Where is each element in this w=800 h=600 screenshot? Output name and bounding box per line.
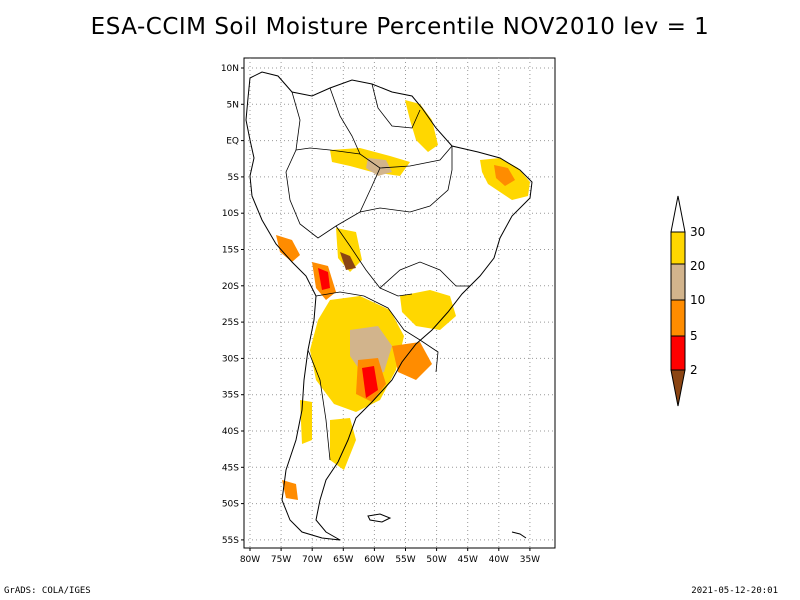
lat-tick-label: 55S [222,536,239,546]
page-title: ESA-CCIM Soil Moisture Percentile NOV201… [90,14,710,40]
lat-tick-label: 15S [222,246,239,256]
lon-tick-label: 70W [302,555,322,565]
lat-tick-label: 5S [228,173,240,183]
shade-chile-south [300,400,312,444]
lat-tick-label: 50S [222,500,239,510]
lon-tick-label: 50W [426,555,446,565]
continent-outline [245,71,533,541]
lon-tick-label: 65W [333,555,353,565]
soil-moisture-shading [276,100,530,500]
lon-tick-label: 75W [271,555,291,565]
shade-tierra [282,480,298,500]
lat-tick-label: 45S [222,463,239,473]
shade-bolivia [336,228,362,272]
legend-label-2: 2 [690,363,698,377]
shade-uruguay [392,342,432,380]
shade-patagonia [330,418,356,470]
lat-tick-label: 20S [222,282,239,292]
legend-arrow-bottom [670,369,686,407]
lon-tick-label: 80W [240,555,260,565]
country-borders [285,83,470,461]
south-georgia [511,531,527,539]
lon-tick-label: 55W [395,555,415,565]
lon-tick-label: 45W [458,555,478,565]
legend-label-30: 30 [690,225,705,239]
shade-amazon-coast [405,100,438,152]
footer-credit: GrADS: COLA/IGES [4,586,91,596]
footer-timestamp: 2021-05-12-20:01 [691,586,778,596]
lat-tick-label: 25S [222,318,239,328]
legend-swatch-20 [670,263,686,301]
shade-argentina-red [362,366,378,398]
legend-label-20: 20 [690,259,705,273]
lon-tick-label: 40W [489,555,509,565]
lat-tick-label: 10S [222,209,239,219]
lat-tick-label: 40S [222,427,239,437]
legend-swatch-30 [670,231,686,265]
legend-arrow-top [670,195,686,233]
shade-chile-north-red [318,268,330,290]
shade-ne-brazil-low [494,165,515,186]
lat-tick-label: 35S [222,391,239,401]
color-legend: 30 20 10 5 2 [670,195,705,407]
lat-tick-label: 5N [227,100,239,110]
lat-tick-label: 30S [222,354,239,364]
lat-tick-label: EQ [226,137,239,147]
map-frame [243,57,556,549]
shade-bolivia-dark [340,252,356,270]
legend-swatch-10 [670,299,686,337]
falkland-islands [367,513,392,523]
shade-se-brazil [400,290,456,330]
legend-swatch-5 [670,335,686,371]
axis-ticks: 10N 5N EQ 5S 10S 15S 20S 25S 30S 35S 40S 45S 50S 55S8… [221,64,540,565]
legend-label-5: 5 [690,329,698,343]
lat-tick-label: 10N [221,64,239,74]
legend-label-10: 10 [690,293,705,307]
lon-tick-label: 60W [364,555,384,565]
shade-peru [276,235,300,262]
lon-tick-label: 35W [520,555,540,565]
